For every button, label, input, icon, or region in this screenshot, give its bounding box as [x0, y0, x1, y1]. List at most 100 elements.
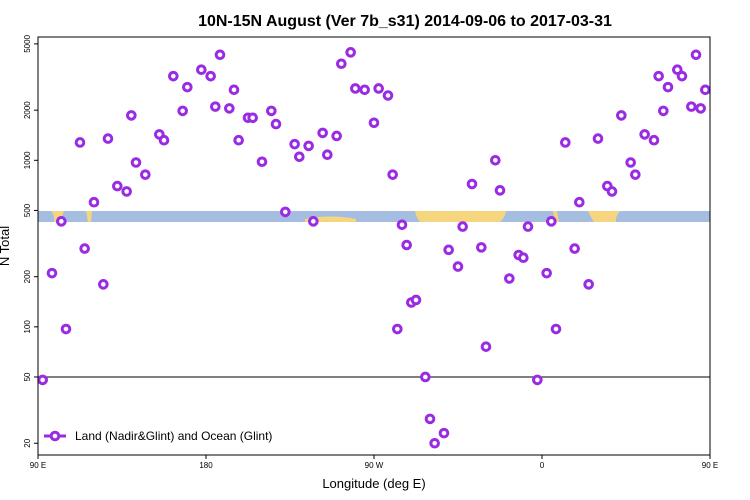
data-point — [424, 413, 436, 425]
data-point — [74, 137, 86, 148]
data-point — [443, 244, 454, 256]
data-point — [401, 239, 412, 251]
data-point — [662, 81, 674, 93]
data-point — [256, 156, 268, 168]
data-point — [46, 267, 58, 279]
y-axis: 20 50 100 200 500 1000 2000 5000 — [23, 34, 38, 448]
data-point — [158, 134, 170, 146]
data-point — [345, 47, 356, 58]
plot-area — [37, 36, 711, 456]
data-point — [373, 83, 384, 94]
data-point — [695, 103, 706, 114]
x-axis-label: Longitude (deg E) — [322, 476, 425, 491]
data-point — [438, 427, 450, 439]
land-patch-africa — [415, 211, 506, 222]
data-point — [592, 133, 604, 144]
data-point — [648, 134, 660, 146]
x-axis: 90 E 180 90 W 0 90 E — [30, 455, 718, 470]
data-point — [653, 70, 664, 82]
data-point — [98, 279, 109, 290]
data-point — [429, 437, 440, 449]
data-point — [387, 169, 398, 180]
data-point — [308, 216, 319, 227]
data-point — [420, 371, 431, 383]
data-point — [130, 157, 142, 168]
data-point — [140, 169, 151, 180]
data-point — [60, 323, 72, 335]
data-point — [247, 112, 258, 124]
data-point — [550, 323, 562, 335]
data-point — [280, 206, 291, 218]
chart-title: 10N-15N August (Ver 7b_s31) 2014-09-06 t… — [198, 13, 612, 30]
data-point — [392, 323, 403, 335]
y-tick-label: 500 — [23, 203, 32, 217]
ocean-band — [38, 211, 710, 222]
data-point — [368, 117, 380, 129]
data-point — [37, 374, 48, 386]
data-point — [457, 221, 468, 232]
data-point — [322, 149, 333, 161]
data-point — [214, 49, 226, 61]
y-axis-label: N Total — [0, 226, 12, 266]
data-point — [88, 196, 100, 208]
y-tick-label: 20 — [23, 438, 32, 447]
data-point — [56, 216, 67, 227]
data-point — [224, 103, 235, 114]
data-point — [266, 105, 277, 117]
data-point — [639, 129, 650, 140]
data-point — [303, 140, 314, 152]
data-point — [79, 243, 90, 254]
land-patches — [51, 211, 620, 222]
data-point — [233, 134, 244, 146]
data-point — [630, 169, 641, 180]
legend-label: Land (Nadir&Glint) and Ocean (Glint) — [75, 429, 272, 443]
data-point — [522, 221, 534, 232]
data-point — [382, 90, 394, 101]
data-point — [466, 178, 478, 190]
data-point — [546, 216, 557, 227]
data-point — [532, 374, 543, 386]
data-point — [121, 186, 132, 197]
data-point — [606, 186, 618, 197]
legend-marker-swatch — [49, 430, 61, 442]
x-tick-label: 180 — [199, 461, 213, 470]
y-tick-label: 50 — [23, 372, 32, 381]
data-point — [490, 154, 501, 166]
x-tick-label: 90 E — [30, 461, 46, 470]
y-tick-label: 5000 — [23, 34, 32, 52]
data-point — [625, 157, 636, 168]
data-point — [359, 84, 370, 96]
data-point — [317, 127, 328, 139]
legend: Land (Nadir&Glint) and Ocean (Glint) — [44, 429, 272, 443]
data-point — [541, 267, 552, 279]
data-point — [700, 84, 711, 96]
data-point — [672, 64, 683, 75]
data-point — [270, 118, 282, 130]
data-point — [289, 138, 300, 150]
x-tick-label: 0 — [540, 461, 545, 470]
data-point — [658, 105, 669, 117]
data-point — [196, 64, 207, 75]
y-tick-label: 1000 — [23, 151, 32, 169]
x-tick-label: 90 E — [702, 461, 718, 470]
data-point — [686, 101, 697, 112]
data-point — [476, 242, 487, 253]
data-point — [168, 70, 179, 82]
land-patch-southeast-asia — [588, 211, 620, 222]
data-point — [177, 105, 188, 117]
data-points — [37, 47, 711, 449]
data-point — [182, 81, 193, 93]
data-point — [518, 252, 529, 264]
data-point — [452, 261, 464, 272]
data-point — [205, 70, 216, 82]
y-tick-label: 2000 — [23, 101, 32, 119]
land-patch-philippines — [86, 211, 92, 222]
data-point — [336, 58, 347, 70]
data-point — [112, 180, 123, 192]
data-point — [396, 219, 408, 231]
x-tick-label: 90 W — [365, 461, 384, 470]
data-point — [350, 83, 361, 94]
data-point — [480, 341, 492, 352]
data-point — [494, 185, 506, 196]
